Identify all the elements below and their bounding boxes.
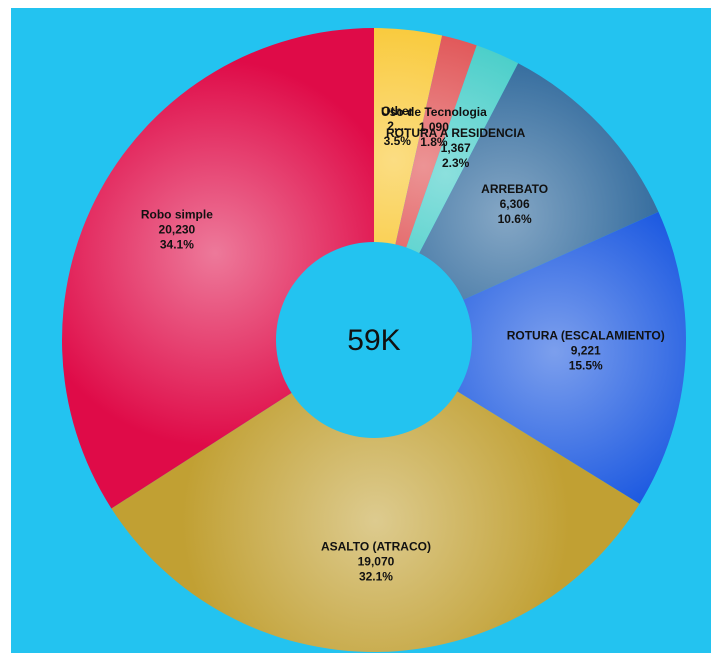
slice-value-label: 1,090 [419, 120, 449, 134]
slice-value-label: 9,221 [571, 344, 601, 358]
slice-percent-label: 3.5% [384, 134, 412, 148]
slice-percent-label: 1.8% [420, 135, 448, 149]
slice-value-label: 6,306 [500, 197, 530, 211]
slice-percent-label: 32.1% [359, 570, 393, 584]
slice-name-label: ARREBATO [481, 182, 548, 196]
slice-value-label: 20,230 [159, 222, 196, 236]
slice-name-label: ROTURA A RESIDENCIA [386, 126, 526, 140]
slice-value-label: 1,367 [441, 141, 471, 155]
slice-name-label: Other [381, 104, 413, 118]
slice-value-label: 2,... [387, 119, 407, 133]
slice-arrebato[interactable] [374, 63, 659, 341]
center-total-label: 59K [347, 324, 400, 357]
slice-name-label: ASALTO (ATRACO) [321, 540, 431, 554]
slice-percent-label: 15.5% [569, 359, 603, 373]
slice-name-label: ROTURA (ESCALAMIENTO) [507, 329, 665, 343]
slice-percent-label: 2.3% [442, 156, 470, 170]
slice-value-label: 19,070 [358, 555, 395, 569]
slice-name-label: Robo simple [141, 207, 213, 221]
slice-percent-label: 10.6% [498, 212, 532, 226]
slice-percent-label: 34.1% [160, 237, 194, 251]
slice-rotura-escalamiento[interactable] [374, 211, 687, 504]
slice-name-label: Uso de Tecnologia [381, 105, 487, 119]
slice-asalto-atraco[interactable] [111, 340, 640, 652]
donut-hole [276, 242, 472, 438]
